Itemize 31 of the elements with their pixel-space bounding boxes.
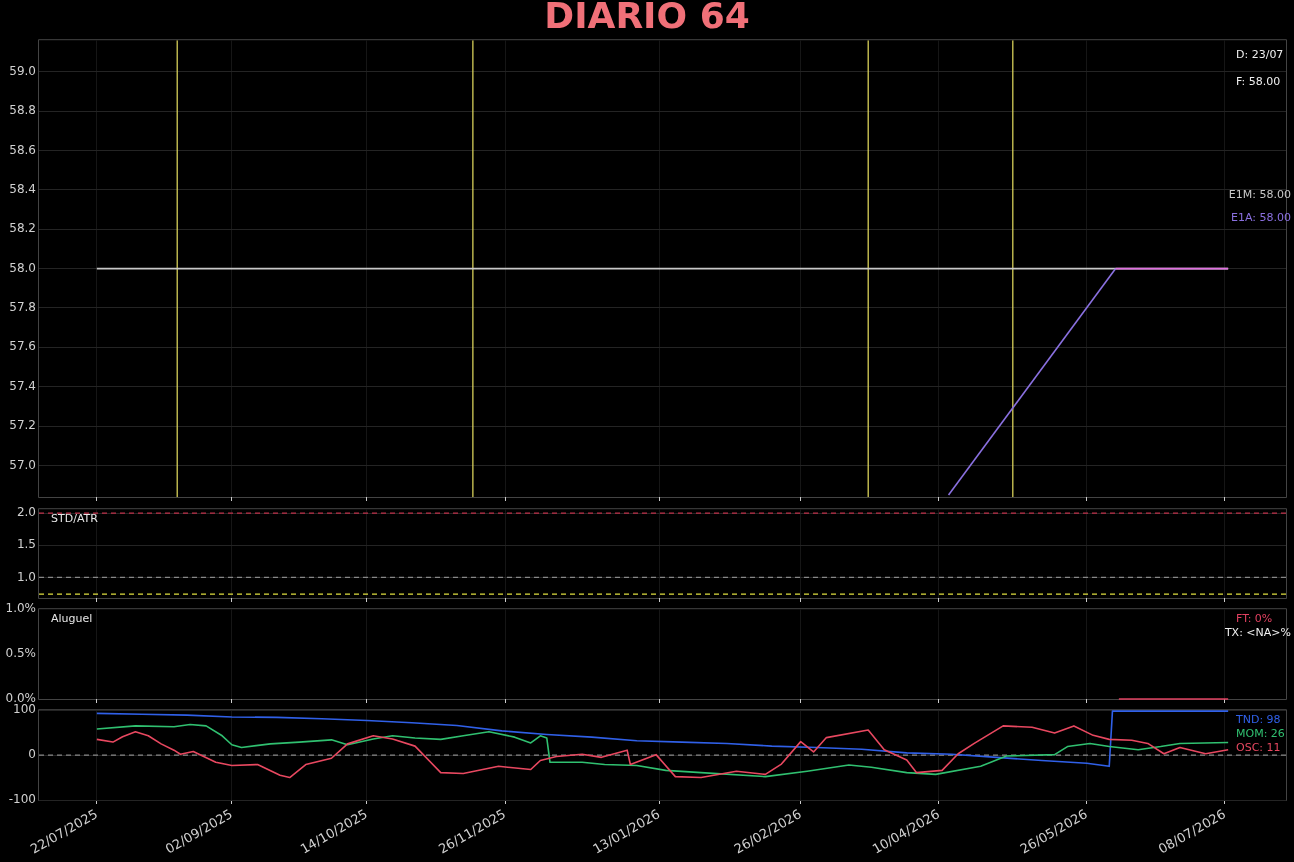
series-label: OSC: 11 (1236, 741, 1281, 755)
y-tick-label: -100 (8, 792, 36, 807)
annotation: F: 58.00 (1236, 75, 1281, 89)
y-tick-label: 1.5 (16, 537, 36, 552)
y-tick-label: 1.0 (16, 569, 36, 584)
y-tick-label: 0 (28, 747, 36, 762)
y-tick-label: 58.4 (9, 181, 36, 196)
y-tick-label: 100 (13, 702, 36, 717)
chart-subtitle: Aluguel (51, 612, 93, 626)
y-tick-label: 57.8 (9, 300, 36, 315)
text: E1M: 58.00 (1228, 188, 1292, 202)
y-tick-label: 58.2 (9, 221, 36, 236)
y-tick-label: 2.0 (16, 505, 36, 520)
text: E1A: 58.00 (1231, 211, 1292, 225)
series-label: TND: 98 (1235, 713, 1281, 727)
y-tick-label: 57.6 (9, 339, 36, 354)
y-tick-label: 58.8 (9, 103, 36, 118)
y-tick-label: 57.4 (9, 378, 36, 393)
annotation: TX: <NA>% (1223, 626, 1292, 640)
text: FT: 0% (1236, 612, 1273, 626)
y-tick-label: 58.0 (9, 260, 36, 275)
y-tick-label: 0.5% (5, 646, 36, 661)
y-tick-label: 57.2 (9, 418, 36, 433)
y-tick-label: 59.0 (9, 63, 36, 78)
y-tick-label: 57.0 (9, 457, 36, 472)
chart-subtitle: STD/ATR (51, 512, 99, 526)
annotation: D: 23/07 (1236, 48, 1284, 62)
y-tick-label: 1.0% (5, 601, 36, 616)
y-tick-label: 58.6 (9, 142, 36, 157)
chart-title: DIARIO 64 (543, 0, 751, 36)
series-label: MOM: 26 (1236, 727, 1285, 741)
